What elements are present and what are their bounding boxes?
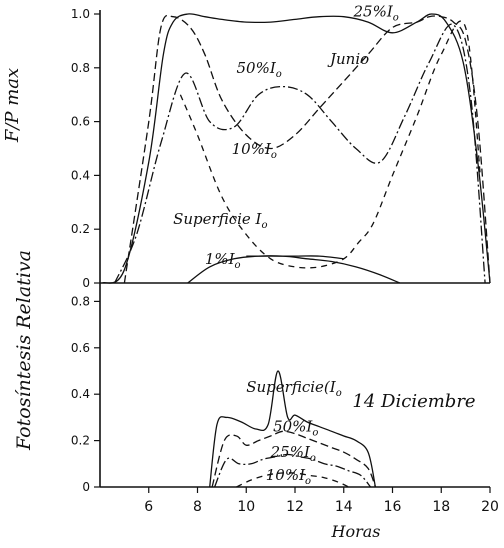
x-axis-label: Horas bbox=[331, 522, 381, 541]
x-tick-label: 14 bbox=[335, 499, 353, 515]
series-line-diciembre-2 bbox=[214, 453, 372, 488]
x-tick-label: 8 bbox=[193, 499, 202, 515]
y-tick-label: 0.2 bbox=[71, 222, 90, 236]
x-tick-label: 16 bbox=[384, 499, 402, 515]
y-tick-label: 0.6 bbox=[71, 341, 90, 355]
series-line-junio-5 bbox=[246, 255, 344, 260]
x-tick-label: 20 bbox=[481, 499, 499, 515]
y-tick-label: 0.8 bbox=[71, 294, 90, 308]
curves-group bbox=[102, 13, 491, 488]
series-line-diciembre-1 bbox=[211, 430, 377, 488]
curve-label: Superficie(Io bbox=[246, 378, 341, 399]
series-line-junio-1 bbox=[123, 14, 491, 284]
axis-ticks: 6 8 10 12 14 16 18 20 1.0 0.8 0.6 0.4 0.2 0 0.8 0.6 0.4 0… bbox=[71, 7, 499, 515]
x-tick-label: 6 bbox=[144, 499, 153, 515]
curve-label: 25%Io bbox=[353, 3, 399, 24]
panel-title-diciembre: 14 Diciembre bbox=[352, 391, 475, 412]
series-line-junio-4 bbox=[187, 255, 401, 284]
y-tick-label: 0.4 bbox=[71, 387, 90, 401]
panel-title-junio: Junio bbox=[327, 50, 369, 68]
y-tick-label: 0.4 bbox=[71, 168, 90, 182]
curve-label: 1%Io bbox=[205, 250, 241, 271]
curve-label: 50%Io bbox=[273, 417, 318, 438]
curve-labels-group: 25%Io 50%Io 10%Io Superficie Io 1%Io Superfic… bbox=[173, 3, 399, 487]
x-tick-label: 12 bbox=[286, 499, 304, 515]
curve-label: 25%Io bbox=[270, 443, 316, 464]
x-tick-label: 10 bbox=[237, 499, 255, 515]
curve-label: 50%Io bbox=[237, 59, 282, 80]
y-tick-label: 0 bbox=[82, 480, 90, 494]
series-line-junio-2 bbox=[114, 23, 486, 284]
series-line-junio-0 bbox=[102, 13, 491, 284]
x-tick-label: 18 bbox=[432, 499, 450, 515]
series-line-diciembre-0 bbox=[209, 370, 377, 488]
series-line-junio-3 bbox=[179, 20, 481, 269]
y-tick-label: 0.6 bbox=[71, 115, 90, 129]
y-tick-label: 0 bbox=[82, 276, 90, 290]
y-tick-label: 0.8 bbox=[71, 61, 90, 75]
y-axis-label-fps: F/P max bbox=[2, 68, 23, 143]
y-axis-label-fotosintesis: Fotosíntesis Relativa bbox=[13, 250, 35, 451]
y-tick-label: 0.2 bbox=[71, 434, 90, 448]
y-tick-label: 1.0 bbox=[71, 7, 90, 21]
curve-label: 10%Io bbox=[266, 466, 311, 487]
series-line-diciembre-3 bbox=[236, 472, 349, 488]
curve-label: Superficie Io bbox=[173, 210, 267, 231]
curve-label: 10%Io bbox=[232, 140, 277, 161]
